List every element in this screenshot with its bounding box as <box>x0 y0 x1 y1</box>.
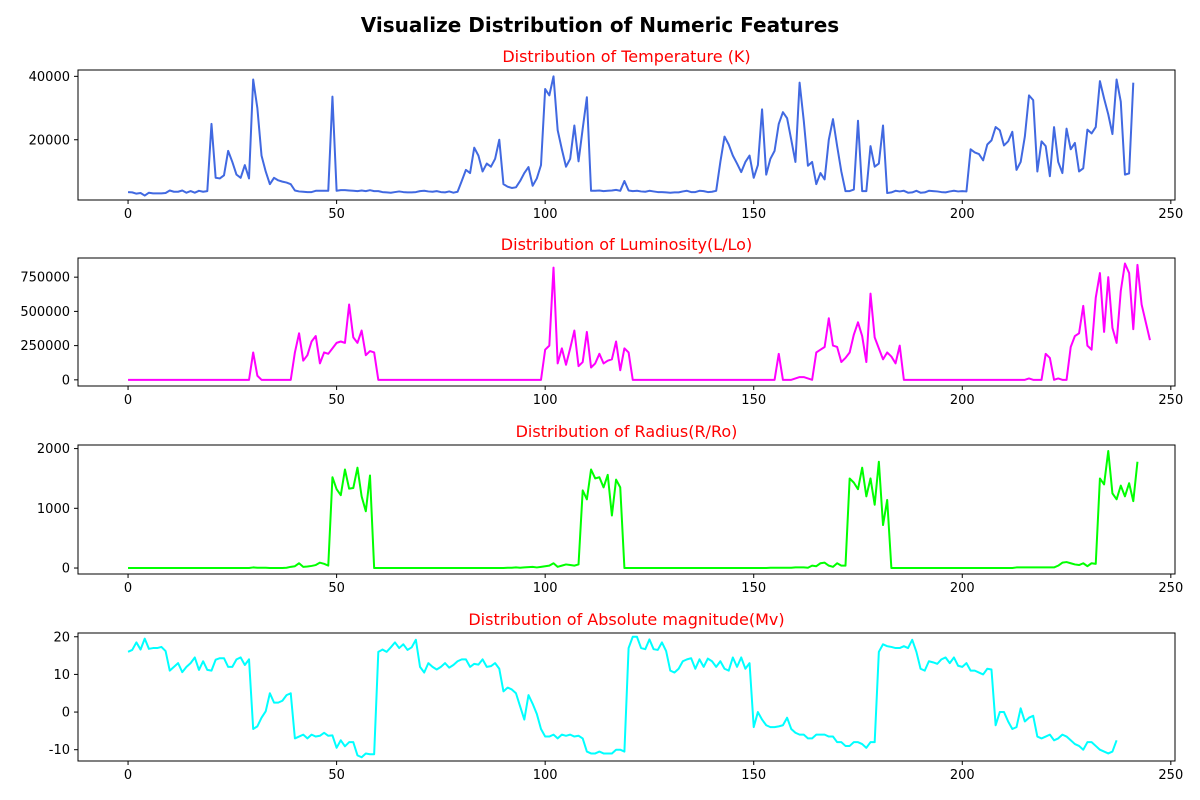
plot-frame <box>77 257 1176 387</box>
x-tick-label: 0 <box>124 207 132 222</box>
x-tick-label: 50 <box>328 768 345 783</box>
figure-title: Visualize Distribution of Numeric Featur… <box>361 13 839 37</box>
plot-frame <box>77 444 1176 575</box>
x-tick-label: 200 <box>950 768 975 783</box>
y-tick-label: 20 <box>53 630 70 645</box>
subplot-title: Distribution of Temperature (K) <box>502 47 750 66</box>
plot-frame <box>77 69 1176 201</box>
x-tick-label: 150 <box>741 581 766 596</box>
plot-frame <box>77 632 1176 762</box>
y-tick-label: 10 <box>53 668 70 683</box>
x-tick-label: 250 <box>1158 581 1183 596</box>
series-line <box>128 262 1151 381</box>
y-tick-label: 0 <box>62 373 70 388</box>
x-tick-label: 100 <box>533 768 558 783</box>
x-tick-label: 200 <box>950 393 975 408</box>
y-tick-label: 20000 <box>29 133 70 148</box>
subplot-title: Distribution of Radius(R/Ro) <box>516 422 738 441</box>
series-line <box>127 75 1135 197</box>
x-tick-label: 200 <box>950 581 975 596</box>
x-tick-label: 150 <box>741 207 766 222</box>
subplot-absolute-magnitude: Distribution of Absolute magnitude(Mv) 0 5… <box>49 610 1183 783</box>
y-tick-label: 250000 <box>20 339 70 354</box>
subplot-title: Distribution of Luminosity(L/Lo) <box>501 235 752 254</box>
y-tick-label: 0 <box>62 562 70 577</box>
subplot-title: Distribution of Absolute magnitude(Mv) <box>468 610 784 629</box>
y-tick-label: 0 <box>62 706 70 721</box>
y-tick-label: 40000 <box>29 70 70 85</box>
x-tick-label: 100 <box>533 207 558 222</box>
series-line <box>127 635 1118 759</box>
series-line <box>128 449 1139 570</box>
y-tick-label: 1000 <box>37 502 70 517</box>
y-tick-label: 500000 <box>20 305 70 320</box>
x-tick-label: 150 <box>741 768 766 783</box>
subplot-temperature: Distribution of Temperature (K) 0 50 100 150… <box>29 47 1184 222</box>
y-tick-label: -10 <box>49 743 70 758</box>
x-tick-label: 50 <box>328 393 345 408</box>
x-tick-label: 50 <box>328 581 345 596</box>
y-tick-label: 2000 <box>37 442 70 457</box>
x-tick-label: 100 <box>533 393 558 408</box>
x-tick-label: 250 <box>1158 768 1183 783</box>
x-tick-label: 0 <box>124 768 132 783</box>
subplot-radius: Distribution of Radius(R/Ro) 0 50 100 150 200… <box>37 422 1183 596</box>
y-tick-label: 750000 <box>20 271 70 286</box>
x-tick-label: 100 <box>533 581 558 596</box>
x-tick-label: 150 <box>741 393 766 408</box>
x-tick-label: 200 <box>950 207 975 222</box>
x-tick-label: 0 <box>124 581 132 596</box>
x-tick-label: 50 <box>328 207 345 222</box>
x-tick-label: 250 <box>1158 393 1183 408</box>
x-tick-label: 250 <box>1158 207 1183 222</box>
subplots: Distribution of Temperature (K)0 50 100 150… <box>20 47 1183 783</box>
x-tick-label: 0 <box>124 393 132 408</box>
subplot-luminosity: Distribution of Luminosity(L/Lo) 0 50 100 15… <box>20 235 1183 408</box>
